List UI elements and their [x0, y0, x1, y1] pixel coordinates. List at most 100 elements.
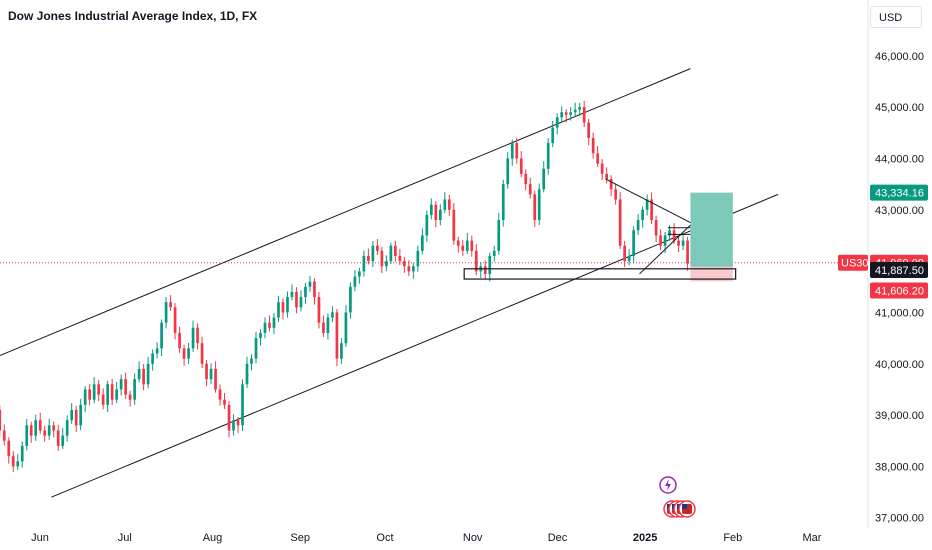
- price-tick-label: 41,000.00: [875, 307, 924, 319]
- candle: [268, 315, 271, 332]
- symbol-tag: US30: [841, 258, 869, 270]
- candle: [133, 373, 136, 405]
- candle: [614, 183, 617, 205]
- candle-body: [245, 363, 249, 385]
- candle-body: [497, 220, 501, 251]
- candle: [618, 191, 622, 249]
- candle-body: [398, 255, 402, 262]
- candle: [209, 363, 213, 385]
- candle-body: [11, 456, 15, 467]
- price-tick-label: 38,000.00: [875, 461, 924, 473]
- price-channel: [0, 68, 868, 498]
- candle: [465, 232, 469, 254]
- candle: [16, 454, 20, 471]
- price-axis: 37,000.00 38,000.00 39,000.00 40,000.00 41,0…: [867, 0, 924, 528]
- candle: [659, 229, 662, 251]
- candle-body: [623, 245, 626, 262]
- candle: [353, 270, 357, 292]
- flag-canton: [682, 504, 687, 509]
- candle: [591, 132, 595, 159]
- candle: [223, 392, 226, 409]
- candle: [483, 260, 487, 279]
- candle-body: [443, 199, 447, 210]
- candle-body: [411, 266, 415, 272]
- candle-body: [663, 235, 667, 246]
- time-axis: Jun Jul Aug Sep Oct Nov Dec 2025 Feb Mar: [31, 532, 822, 544]
- candle: [416, 245, 420, 272]
- price-tick-label: 40,000.00: [875, 359, 924, 371]
- candle-body: [43, 430, 47, 436]
- candle: [74, 405, 78, 433]
- candle: [20, 441, 24, 468]
- channel-lower-line: [51, 193, 779, 498]
- channel-upper-line: [0, 68, 691, 357]
- candle: [429, 198, 433, 220]
- candle-body: [609, 178, 613, 190]
- candle: [115, 382, 118, 404]
- candle-body: [546, 143, 550, 169]
- candle: [29, 421, 33, 443]
- stop-price-tag-bg: [870, 282, 928, 299]
- candle-body: [376, 245, 379, 251]
- candle: [681, 234, 685, 251]
- candle-body: [277, 302, 280, 318]
- candle-body: [182, 348, 186, 359]
- candle-body: [313, 281, 316, 298]
- time-tick-label: Jun: [31, 532, 49, 544]
- candle: [645, 194, 649, 216]
- candle: [146, 356, 150, 389]
- time-tick-label: Jul: [118, 532, 132, 544]
- candle-body: [533, 194, 537, 221]
- candle: [173, 302, 177, 340]
- candle-body: [627, 255, 631, 262]
- candle-body: [299, 297, 303, 308]
- candle-body: [0, 409, 2, 431]
- candle-body: [25, 425, 29, 446]
- candle: [169, 295, 172, 312]
- candle-body: [322, 322, 325, 333]
- candle: [389, 242, 393, 265]
- candle-body: [645, 199, 649, 210]
- candle: [542, 161, 546, 193]
- candle: [182, 344, 186, 366]
- candle-body: [65, 420, 69, 436]
- candle: [492, 245, 496, 262]
- candle-body: [537, 189, 541, 221]
- currency-button[interactable]: USD: [870, 6, 922, 28]
- candle-body: [573, 109, 577, 113]
- event-markers[interactable]: [659, 476, 696, 518]
- candle: [2, 424, 6, 446]
- candle-body: [501, 184, 505, 221]
- candle: [376, 239, 379, 255]
- candle: [25, 419, 29, 451]
- candle: [272, 313, 276, 335]
- candle-body: [160, 322, 163, 349]
- candle: [546, 138, 550, 175]
- candle-body: [295, 291, 298, 308]
- price-tick-label: 45,000.00: [875, 102, 924, 114]
- candle: [654, 215, 658, 242]
- candle-body: [389, 245, 393, 262]
- candle-body: [151, 353, 154, 364]
- candle-body: [510, 143, 514, 159]
- candle-body: [52, 425, 56, 431]
- candle-body: [191, 327, 195, 349]
- candle-body: [403, 261, 406, 267]
- candle-body: [97, 384, 101, 395]
- candle: [151, 349, 154, 371]
- candle: [488, 252, 492, 282]
- candle: [533, 190, 537, 228]
- time-tick-label: Nov: [463, 532, 483, 544]
- candle: [506, 152, 510, 189]
- price-tick-label: 37,000.00: [875, 513, 924, 525]
- candle: [241, 379, 244, 432]
- time-tick-label: Sep: [290, 532, 310, 544]
- candle-body: [101, 394, 105, 405]
- candle: [128, 390, 132, 407]
- candle-body: [515, 143, 519, 159]
- triangle-top-line: [605, 178, 691, 224]
- candle-body: [304, 286, 307, 298]
- candle-body: [461, 245, 465, 251]
